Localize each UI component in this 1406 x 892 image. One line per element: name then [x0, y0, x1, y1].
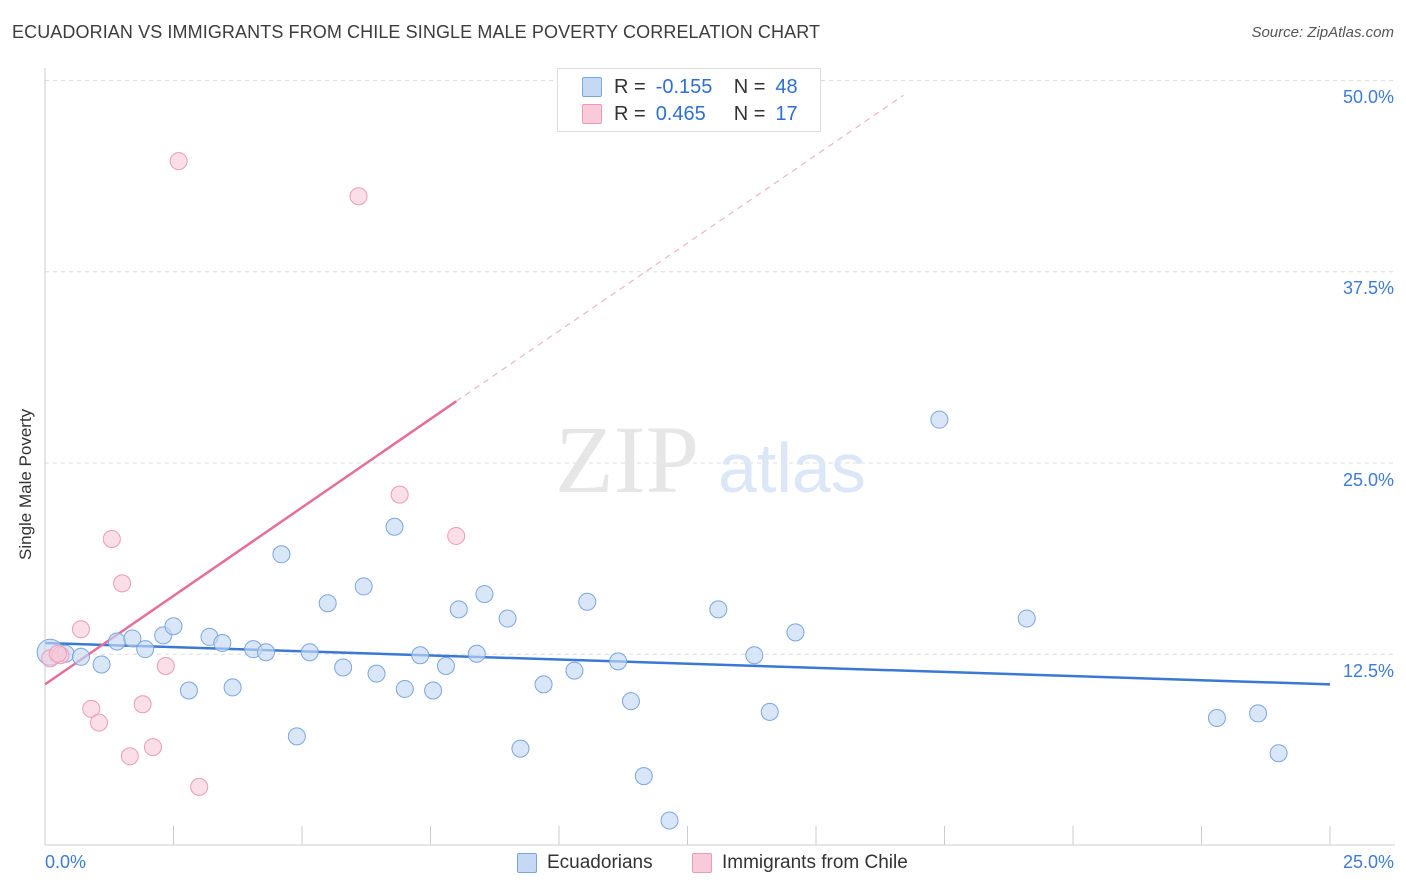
y-tick-label: 50.0%	[1342, 87, 1394, 107]
point-ecuadorians	[107, 632, 126, 651]
point-ecuadorians	[223, 678, 242, 697]
bottom-legend-swatch-ecuadorians	[517, 853, 537, 873]
y-tick-label: 12.5%	[1342, 660, 1394, 681]
legend-n-value: 48	[775, 75, 798, 98]
source-label: Source: ZipAtlas.com	[1251, 24, 1394, 41]
data-points	[36, 152, 1288, 830]
bottom-legend-chile: Immigrants from Chile	[692, 852, 908, 874]
point-ecuadorians	[123, 629, 142, 648]
x-tick-label: 0.0%	[45, 852, 87, 872]
point-ecuadorians	[534, 675, 553, 694]
legend-n-label: N =	[733, 75, 766, 98]
bottom-legend-label-chile: Immigrants from Chile	[722, 852, 908, 873]
y-axis-label: Single Male Poverty	[16, 408, 35, 560]
point-ecuadorians	[475, 585, 494, 604]
grid-lines	[45, 80, 1395, 655]
point-ecuadorians	[395, 679, 414, 698]
point-ecuadorians	[1269, 744, 1288, 763]
point-ecuadorians	[578, 592, 597, 611]
point-ecuadorians	[257, 643, 276, 662]
point-chile	[190, 777, 209, 796]
point-chile	[48, 644, 67, 663]
watermark: ZIP atlas	[555, 406, 866, 513]
point-ecuadorians	[498, 609, 517, 628]
point-chile	[102, 530, 121, 548]
point-chile	[390, 485, 409, 504]
point-ecuadorians	[565, 661, 584, 680]
chart-title: ECUADORIAN VS IMMIGRANTS FROM CHILE SING…	[12, 22, 821, 42]
legend-n-value: 17	[775, 102, 798, 125]
point-ecuadorians	[300, 643, 319, 662]
point-ecuadorians	[367, 664, 386, 683]
axes	[44, 68, 1395, 846]
watermark-zip: ZIP	[555, 406, 699, 513]
legend-r-value: -0.155	[655, 75, 713, 98]
point-ecuadorians	[786, 623, 805, 642]
legend-swatch-chile	[582, 104, 602, 124]
point-chile	[71, 620, 90, 639]
legend-swatch-ecuadorians	[582, 77, 602, 97]
point-ecuadorians	[709, 600, 728, 619]
point-ecuadorians	[136, 640, 155, 659]
point-ecuadorians	[660, 811, 679, 830]
bottom-legend-swatch-chile	[692, 853, 712, 873]
legend-n-label: N =	[733, 102, 766, 125]
point-ecuadorians	[930, 410, 949, 429]
point-chile	[82, 699, 101, 718]
legend-row-ecuadorians: R = -0.155 N = 48	[582, 75, 798, 99]
trend-lines	[44, 94, 1331, 686]
point-ecuadorians	[1017, 609, 1036, 628]
point-ecuadorians	[745, 646, 764, 665]
point-chile	[447, 526, 466, 545]
point-chile	[89, 713, 108, 732]
point-ecuadorians	[213, 634, 232, 653]
point-chile	[349, 187, 368, 206]
legend-r-label: R =	[614, 102, 646, 125]
point-ecuadorians	[511, 739, 530, 758]
point-ecuadorians	[760, 702, 779, 721]
point-chile	[133, 695, 152, 714]
trend-line-chile-extension	[455, 94, 904, 402]
point-ecuadorians	[424, 681, 443, 700]
point-ecuadorians	[164, 617, 183, 636]
y-tick-label: 25.0%	[1342, 469, 1394, 490]
bottom-legend-label-ecuadorians: Ecuadorians	[547, 852, 653, 873]
point-chile	[113, 574, 132, 593]
point-ecuadorians	[354, 577, 373, 596]
point-chile	[156, 656, 175, 675]
point-ecuadorians	[92, 655, 111, 674]
point-ecuadorians	[449, 600, 468, 619]
point-ecuadorians	[467, 644, 486, 663]
point-ecuadorians	[621, 692, 640, 711]
point-chile	[169, 152, 188, 171]
point-ecuadorians	[179, 681, 198, 700]
y-tick-label: 37.5%	[1342, 278, 1394, 299]
point-ecuadorians	[1207, 709, 1226, 728]
x-tick-label: 25.0%	[1342, 852, 1394, 872]
point-ecuadorians	[385, 517, 404, 536]
point-ecuadorians	[436, 656, 455, 675]
point-ecuadorians	[609, 652, 628, 671]
point-ecuadorians	[318, 594, 337, 613]
point-ecuadorians	[334, 658, 353, 677]
trend-line-ecuadorians	[44, 641, 1331, 686]
legend-row-chile: R = 0.465 N = 17	[582, 102, 798, 126]
legend-r-label: R =	[614, 75, 646, 98]
point-ecuadorians	[1249, 704, 1268, 723]
point-ecuadorians	[634, 767, 653, 786]
bottom-legend-ecuadorians: Ecuadorians	[517, 852, 653, 874]
point-chile	[120, 747, 139, 766]
legend: R = -0.155 N = 48 R = 0.465 N = 17	[557, 68, 821, 132]
point-chile	[143, 738, 162, 757]
point-ecuadorians	[272, 545, 291, 564]
watermark-atlas: atlas	[718, 429, 866, 507]
point-ecuadorians	[71, 647, 90, 666]
legend-r-value: 0.465	[655, 102, 706, 125]
point-ecuadorians	[287, 727, 306, 746]
point-ecuadorians	[411, 646, 430, 665]
